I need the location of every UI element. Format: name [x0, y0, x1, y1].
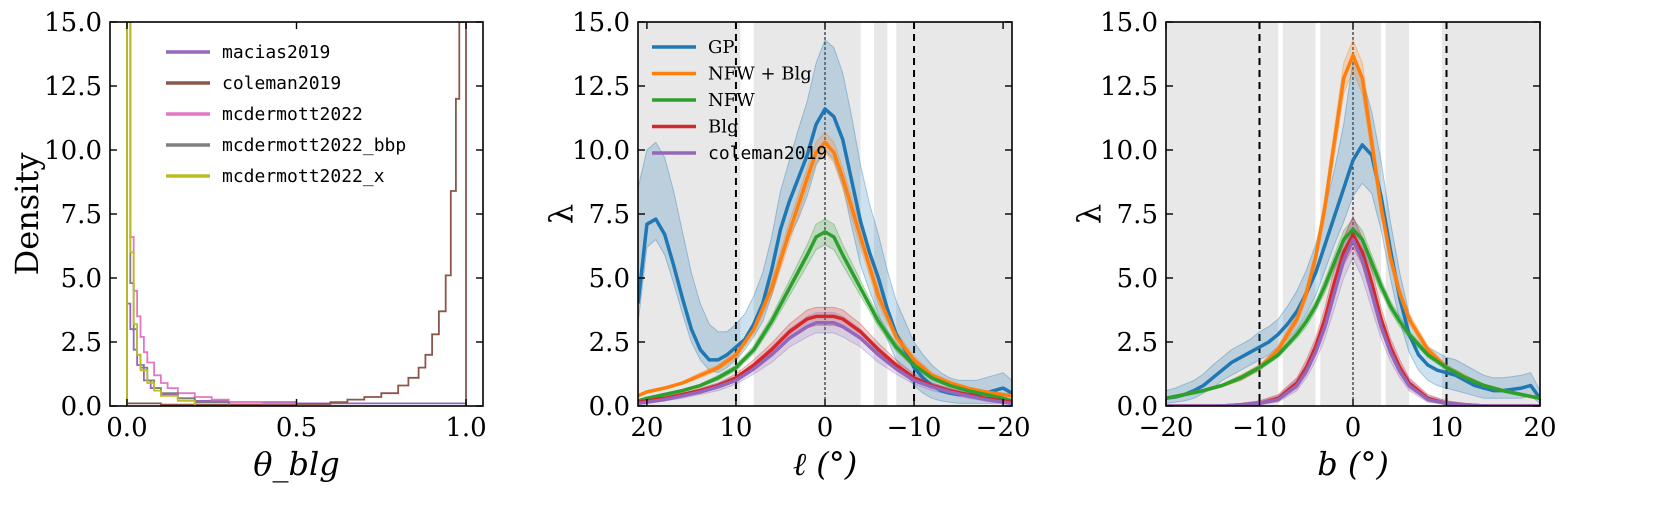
series-line-NFW [1166, 227, 1540, 401]
y-tick-label: 2.5 [1117, 328, 1158, 358]
y-tick-label: 5.0 [61, 264, 102, 294]
series-line-GP [1166, 143, 1540, 401]
legend-label: NFW [708, 90, 755, 111]
masked-region [896, 22, 1012, 406]
legend-label: mcdermott2022_bbp [222, 135, 406, 156]
legend-label: coleman2019 [222, 73, 341, 94]
x-tick-label: −10 [887, 413, 942, 443]
band-NFW + Blg [638, 131, 1012, 398]
legend-label: mcdermott2022 [222, 104, 363, 125]
x-tick-label: 10 [1430, 413, 1463, 443]
x-tick-label: 0 [817, 413, 834, 443]
y-tick-label: 7.5 [589, 200, 630, 230]
y-tick-label: 5.0 [1117, 264, 1158, 294]
x-tick-label: 20 [1523, 413, 1556, 443]
x-axis-label: b (°) [1317, 445, 1389, 483]
y-tick-label: 0.0 [589, 392, 630, 422]
legend: macias2019 coleman2019 mcdermott2022 mcderm… [166, 42, 406, 187]
y-tick-label: 0.0 [1117, 392, 1158, 422]
series-line-NFW [638, 230, 1012, 403]
x-tick-label: 0 [1345, 413, 1362, 443]
y-tick-label: 15.0 [44, 8, 102, 38]
x-axis-label: θ_blg [253, 445, 339, 483]
band-NFW [1166, 218, 1540, 401]
x-tick-label: −20 [1139, 413, 1194, 443]
x-tick-label: 10 [719, 413, 752, 443]
histogram-mcdermott2022_x [126, 22, 196, 406]
y-tick-label: 7.5 [1117, 200, 1158, 230]
panel-1: 0.0 2.5 5.0 7.5 10.0 12.5 15.0 0.0 0.5 1.0 θ_blg De… [8, 8, 487, 483]
masked-region [753, 22, 861, 406]
y-tick-label: 10.0 [44, 136, 102, 166]
plot-area [638, 22, 1012, 406]
x-tick-label: −20 [976, 413, 1031, 443]
histogram-mcdermott2022_bbp [126, 22, 230, 406]
y-tick-label: 15.0 [1100, 8, 1158, 38]
band-NFW [638, 218, 1012, 403]
y-tick-label: 2.5 [61, 328, 102, 358]
y-tick-label: 15.0 [572, 8, 630, 38]
legend-label: Blg [708, 117, 739, 138]
y-axis-label: Density [8, 153, 46, 276]
legend-label: macias2019 [222, 42, 330, 63]
x-axis-label: ℓ (°) [793, 445, 857, 483]
histogram-coleman2019 [126, 22, 467, 406]
x-tick-label: 0.0 [106, 413, 147, 443]
series-line-coleman2019 [1166, 237, 1540, 406]
plot-area [1166, 22, 1540, 406]
y-axis-label: λ [1070, 204, 1108, 224]
series-line-NFW + Blg [638, 140, 1012, 398]
y-tick-label: 5.0 [589, 264, 630, 294]
y-tick-label: 12.5 [1100, 72, 1158, 102]
y-tick-label: 12.5 [44, 72, 102, 102]
y-tick-label: 7.5 [61, 200, 102, 230]
x-tick-label: 20 [630, 413, 663, 443]
y-tick-label: 0.0 [61, 392, 102, 422]
legend-label: coleman2019 [708, 143, 827, 164]
legend: GP NFW + Blg NFW Blg coleman2019 [652, 37, 827, 164]
x-tick-label: 1.0 [445, 413, 486, 443]
x-tick-label: −10 [1232, 413, 1287, 443]
y-tick-label: 10.0 [1100, 136, 1158, 166]
legend-label: mcdermott2022_x [222, 166, 385, 187]
y-tick-label: 10.0 [572, 136, 630, 166]
panel-2: 0.0 2.5 5.0 7.5 10.0 12.5 15.0 20 10 0 −10 −20 ℓ (°)… [542, 8, 1031, 483]
series-line-coleman2019 [638, 321, 1012, 406]
y-axis-label: λ [542, 204, 580, 224]
legend-label: GP [708, 37, 735, 58]
legend-label: NFW + Blg [708, 64, 812, 85]
masked-region [638, 22, 741, 406]
y-tick-label: 2.5 [589, 328, 630, 358]
masked-region [1320, 22, 1382, 406]
y-tick-label: 12.5 [572, 72, 630, 102]
masked-region [1441, 22, 1540, 406]
panel-3: 0.0 2.5 5.0 7.5 10.0 12.5 15.0 −20 −10 0 10 20 b (°)… [1070, 8, 1557, 483]
band-GP [638, 39, 1012, 404]
x-tick-label: 0.5 [276, 413, 317, 443]
